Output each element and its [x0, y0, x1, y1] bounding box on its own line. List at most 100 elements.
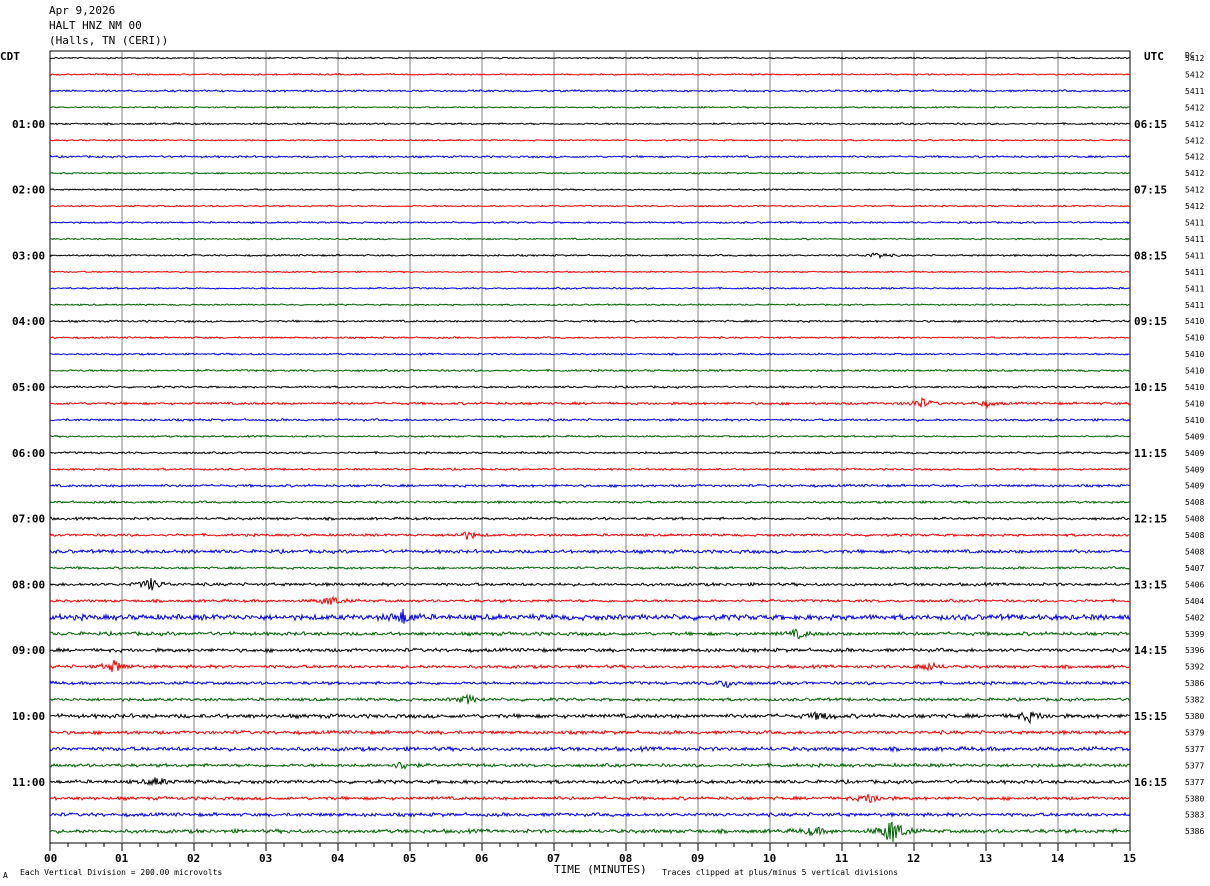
dc-offset-value: 5408 [1185, 548, 1204, 557]
trace-25 [50, 467, 1131, 472]
seismic-traces [49, 56, 1131, 843]
utc-hour-label: 07:15 [1134, 184, 1167, 197]
trace-27 [49, 499, 1131, 505]
x-tick-label: 04 [331, 852, 345, 865]
dc-offset-value: 5410 [1185, 334, 1204, 343]
dc-offset-value: 5411 [1185, 301, 1204, 310]
x-tick-label: 06 [475, 852, 489, 865]
trace-29 [49, 531, 1130, 540]
station-code: HALT HNZ NM 00 [49, 19, 142, 32]
dc-offset-value: 5410 [1185, 383, 1204, 392]
scale-note: Each Vertical Division = 200.00 microvol… [20, 868, 222, 877]
trace-4 [49, 122, 1131, 126]
cdt-hour-labels: 01:00 02:00 03:00 04:00 05:00 06:00 07:00 08:00… [12, 118, 45, 789]
dc-offset-value: 5412 [1185, 186, 1204, 195]
x-tick-label: 15 [1123, 852, 1136, 865]
trace-10 [49, 220, 1131, 225]
utc-hour-label: 13:15 [1134, 578, 1167, 591]
trace-8 [49, 187, 1131, 192]
dc-offset-value: 5380 [1185, 712, 1204, 721]
x-tick-label: 08 [619, 852, 632, 865]
x-tick-label: 09 [691, 852, 704, 865]
trace-19 [49, 368, 1131, 373]
utc-hour-labels: 06:15 07:15 08:15 09:15 10:15 11:15 12:15 13:15… [1134, 118, 1167, 789]
trace-11 [49, 237, 1131, 241]
trace-46 [49, 811, 1131, 819]
dc-offset-value: 5377 [1185, 761, 1204, 770]
trace-47 [49, 821, 1131, 843]
trace-3 [49, 105, 1131, 109]
dc-offset-value: 5406 [1185, 580, 1204, 589]
x-tick-label: 14 [1051, 852, 1065, 865]
trace-16 [49, 319, 1131, 324]
cdt-hour-label: 10:00 [12, 710, 45, 723]
dc-axis-title: DC [1185, 51, 1195, 60]
cdt-hour-label: 01:00 [12, 118, 45, 131]
dc-offset-value: 5404 [1185, 597, 1204, 606]
trace-31 [49, 565, 1131, 571]
dc-offset-value: 5411 [1185, 251, 1204, 260]
plot-grid [49, 50, 1131, 844]
x-axis-ticks: 00 01 02 03 04 05 06 07 08 09 10 11 12 13 14 15 [44, 843, 1136, 865]
dc-offset-value: 5411 [1185, 219, 1204, 228]
corner-mark: A [3, 871, 8, 880]
dc-offset-value: 5380 [1185, 794, 1204, 803]
dc-offset-value: 5382 [1185, 696, 1204, 705]
x-tick-label: 12 [907, 852, 920, 865]
utc-hour-label: 12:15 [1134, 513, 1167, 526]
dc-offset-value: 5409 [1185, 432, 1204, 441]
trace-32 [49, 578, 1131, 591]
trace-35 [49, 628, 1131, 640]
trace-17 [49, 335, 1131, 340]
x-tick-label: 02 [187, 852, 200, 865]
dc-offset-value: 5412 [1185, 54, 1204, 63]
dc-offset-value: 5412 [1185, 120, 1204, 129]
dc-offset-value: 5402 [1185, 613, 1204, 622]
dc-offset-value: 5411 [1185, 87, 1204, 96]
x-tick-label: 05 [403, 852, 416, 865]
dc-offset-value: 5412 [1185, 103, 1204, 112]
utc-hour-label: 16:15 [1134, 776, 1167, 789]
trace-22 [49, 417, 1131, 423]
x-axis-label: TIME (MINUTES) [554, 863, 647, 876]
dc-offset-value: 5386 [1185, 679, 1204, 688]
dc-offset-value: 5399 [1185, 630, 1204, 639]
trace-45 [49, 793, 1131, 804]
dc-offset-value: 5411 [1185, 268, 1204, 277]
trace-14 [49, 286, 1131, 291]
x-tick-label: 10 [763, 852, 776, 865]
dc-offset-labels: 5412 5412 5411 5412 5412 5412 5412 5412 5412 5412… [1185, 54, 1204, 836]
cdt-hour-label: 07:00 [12, 513, 45, 526]
utc-hour-label: 08:15 [1134, 249, 1167, 262]
dc-offset-value: 5411 [1185, 235, 1204, 244]
cdt-hour-label: 04:00 [12, 315, 45, 328]
x-tick-label: 03 [259, 852, 272, 865]
trace-44 [49, 777, 1131, 787]
x-tick-label: 13 [979, 852, 992, 865]
dc-offset-value: 5392 [1185, 663, 1204, 672]
utc-hour-label: 09:15 [1134, 315, 1167, 328]
dc-offset-value: 5410 [1185, 367, 1204, 376]
trace-6 [49, 154, 1131, 159]
utc-hour-label: 15:15 [1134, 710, 1167, 723]
cdt-hour-label: 02:00 [12, 184, 45, 197]
dc-offset-value: 5377 [1185, 778, 1204, 787]
trace-23 [49, 434, 1131, 439]
trace-37 [49, 659, 1131, 673]
trace-12 [49, 252, 1131, 260]
trace-34 [49, 608, 1131, 624]
dc-offset-value: 5412 [1185, 202, 1204, 211]
clip-note: Traces clipped at plus/minus 5 vertical … [662, 868, 898, 877]
trace-0 [49, 56, 1131, 60]
dc-offset-value: 5410 [1185, 350, 1204, 359]
dc-offset-value: 5379 [1185, 728, 1204, 737]
utc-hour-label: 10:15 [1134, 381, 1167, 394]
trace-13 [49, 270, 1131, 274]
trace-7 [50, 171, 1131, 175]
plot-frame [49, 50, 1131, 844]
trace-9 [49, 204, 1131, 208]
dc-offset-value: 5410 [1185, 416, 1204, 425]
dc-offset-value: 5408 [1185, 515, 1204, 524]
cdt-axis-title: CDT [0, 50, 20, 63]
x-tick-label: 11 [835, 852, 849, 865]
